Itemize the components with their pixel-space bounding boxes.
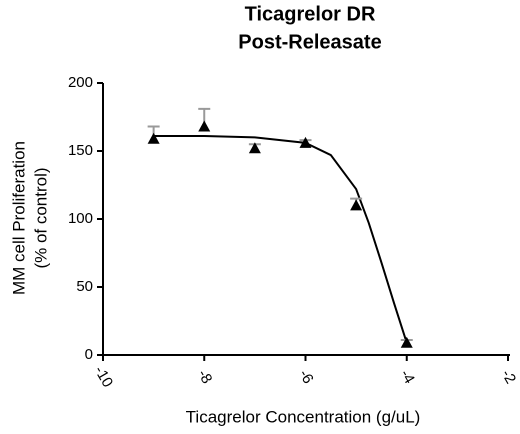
x-tick-label: -8 — [194, 367, 215, 387]
y-tick-label: 200 — [68, 74, 93, 91]
data-point — [248, 142, 261, 154]
data-point — [147, 132, 160, 144]
y-tick-label: 150 — [68, 142, 93, 159]
chart-title: Ticagrelor DR — [245, 3, 376, 25]
x-tick-label: -10 — [91, 363, 117, 390]
y-tick-label: 100 — [68, 210, 93, 227]
y-axis-label: MM cell Proliferation — [9, 141, 28, 295]
data-point — [198, 120, 211, 132]
data-point — [400, 336, 413, 348]
x-axis-label: Ticagrelor Concentration (g/uL) — [186, 407, 421, 426]
x-tick-label: -4 — [397, 367, 418, 387]
y-tick-label: 0 — [85, 346, 93, 363]
chart-title: Post-Releasate — [238, 31, 381, 53]
y-tick-label: 50 — [76, 278, 93, 295]
y-axis-label: (% of control) — [31, 167, 50, 268]
x-tick-label: -2 — [498, 367, 519, 387]
data-point — [299, 136, 312, 148]
data-point — [350, 199, 363, 211]
fit-curve — [153, 135, 408, 344]
x-tick-label: -6 — [295, 367, 316, 387]
